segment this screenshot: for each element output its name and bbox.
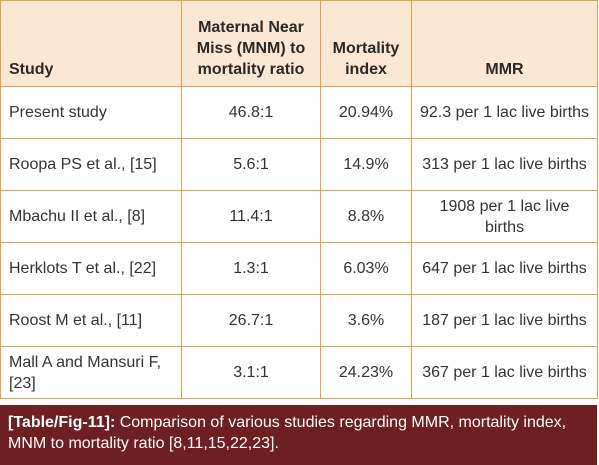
table-cell: 14.9% <box>320 138 412 191</box>
table-row: Roopa PS et al., [15] 5.6:1 14.9% 313 per 1… <box>0 138 598 191</box>
table-cell: 46.8:1 <box>181 86 321 139</box>
table-cell: 187 per 1 lac live births <box>411 294 598 347</box>
table-cell: 24.23% <box>320 346 412 399</box>
table-cell: Roost M et al., [11] <box>0 294 182 347</box>
table-row: Roost M et al., [11] 26.7:1 3.6% 187 per 1 … <box>0 294 598 347</box>
table-cell: 647 per 1 lac live births <box>411 242 598 295</box>
table-cell: 1908 per 1 lac live births <box>411 190 598 243</box>
table-row: Herklots T et al., [22] 1.3:1 6.03% 647 per… <box>0 242 598 295</box>
table-cell: 5.6:1 <box>181 138 321 191</box>
table-row: Mbachu II et al., [8] 11.4:1 8.8% 1908 per … <box>0 190 598 243</box>
table-row: Present study 46.8:1 20.94% 92.3 per 1 lac … <box>0 86 598 139</box>
table-cell: Mall A and Mansuri F, [23] <box>0 346 182 399</box>
table-row: Mall A and Mansuri F, [23] 3.1:1 24.23% 367… <box>0 346 598 399</box>
caption-label: [Table/Fig-11]: <box>8 414 116 431</box>
header-cell: Study <box>0 0 182 87</box>
header-cell: Mortality index <box>320 0 412 87</box>
header-cell: Maternal Near Miss (MNM) to mortality ra… <box>181 0 321 87</box>
table-cell: 20.94% <box>320 86 412 139</box>
table-cell: 3.1:1 <box>181 346 321 399</box>
header-row: Study Maternal Near Miss (MNM) to mortali… <box>0 0 598 87</box>
table-cell: 26.7:1 <box>181 294 321 347</box>
header-cell: MMR <box>411 0 598 87</box>
table-cell: 11.4:1 <box>181 190 321 243</box>
table-cell: 8.8% <box>320 190 412 243</box>
table: Study Maternal Near Miss (MNM) to mortali… <box>0 0 598 399</box>
table-cell: 313 per 1 lac live births <box>411 138 598 191</box>
table-cell: 92.3 per 1 lac live births <box>411 86 598 139</box>
table-cell: Herklots T et al., [22] <box>0 242 182 295</box>
table-cell: 3.6% <box>320 294 412 347</box>
table-cell: 6.03% <box>320 242 412 295</box>
table-cell: Mbachu II et al., [8] <box>0 190 182 243</box>
caption-text: Comparison of various studies regarding … <box>8 414 567 452</box>
table-body: Present study 46.8:1 20.94% 92.3 per 1 lac … <box>0 86 598 399</box>
table-cell: Present study <box>0 86 182 139</box>
table-cell: 1.3:1 <box>181 242 321 295</box>
table-cell: Roopa PS et al., [15] <box>0 138 182 191</box>
caption: [Table/Fig-11]: Comparison of various st… <box>0 405 597 465</box>
table-cell: 367 per 1 lac live births <box>411 346 598 399</box>
